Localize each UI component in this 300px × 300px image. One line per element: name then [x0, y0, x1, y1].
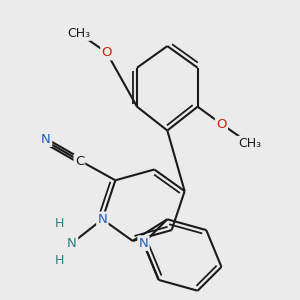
Text: H: H: [54, 217, 64, 230]
Text: N: N: [41, 133, 51, 146]
Text: O: O: [101, 46, 112, 59]
Text: H: H: [54, 254, 64, 267]
Text: CH₃: CH₃: [238, 137, 261, 150]
Text: O: O: [216, 118, 227, 130]
Text: N: N: [139, 237, 148, 250]
Text: N: N: [67, 237, 77, 250]
Text: CH₃: CH₃: [67, 27, 90, 40]
Text: N: N: [98, 213, 107, 226]
Text: C: C: [75, 155, 84, 168]
